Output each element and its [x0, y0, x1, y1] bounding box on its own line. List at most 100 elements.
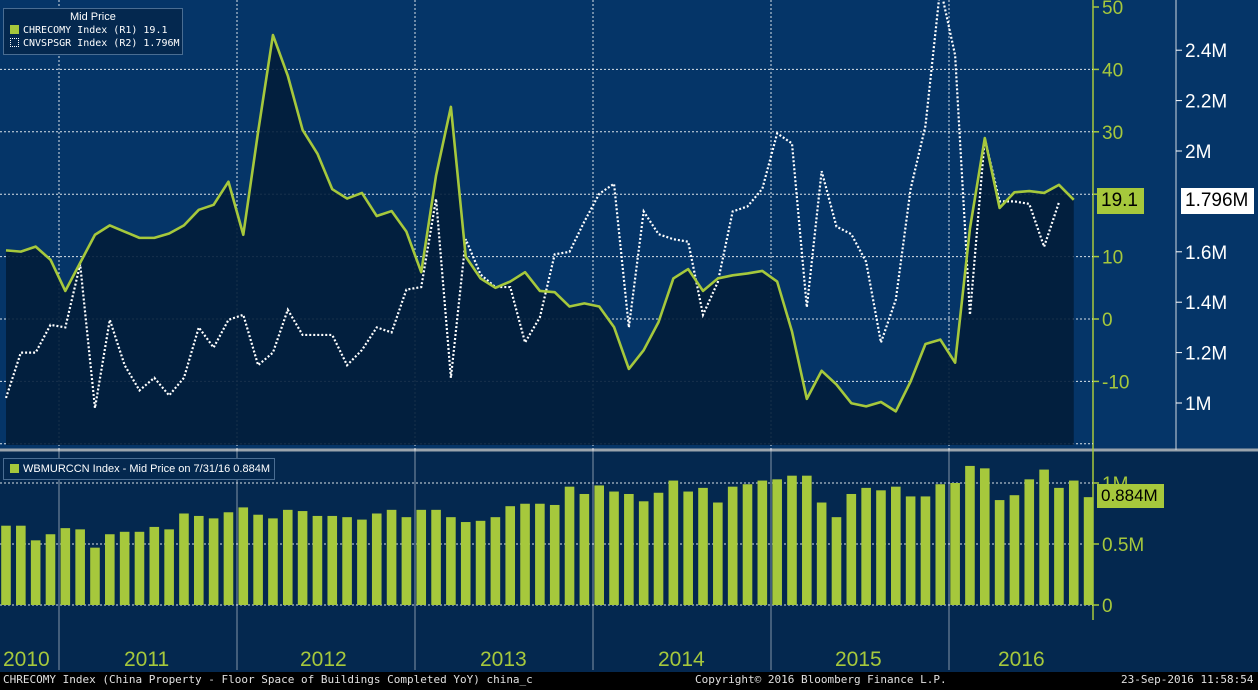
- volume-bar: [268, 518, 278, 605]
- volume-bar: [816, 502, 827, 605]
- r1-area: [6, 35, 1074, 445]
- x-axis-label: 2012: [300, 648, 347, 671]
- volume-bar: [490, 517, 501, 605]
- green-square-icon: [10, 25, 19, 34]
- volume-bar: [802, 475, 812, 605]
- footer-copyright: Copyright© 2016 Bloomberg Finance L.P.: [695, 673, 947, 686]
- volume-bar: [787, 475, 797, 605]
- volume-bar: [861, 487, 871, 605]
- volume-bar: [90, 547, 100, 605]
- r2-tick-label: 1.4M: [1185, 293, 1227, 314]
- volume-bar: [75, 529, 85, 605]
- volume-bar: [105, 534, 115, 605]
- volume-bar: [1083, 497, 1094, 605]
- x-axis-label: 2016: [998, 648, 1045, 671]
- r2-axis-ticks: 1M 1.2M 1.4M 1.6M 2M 2.2M 2.4M: [1176, 41, 1227, 415]
- volume-bar: [149, 526, 160, 605]
- r2-tick-label: 2.2M: [1185, 92, 1227, 113]
- volume-bar: [238, 507, 249, 605]
- volume-bar: [386, 509, 397, 605]
- volume-bar: [1054, 487, 1064, 605]
- r1-axis-ticks: -10 0 10 30 40 50: [1093, 0, 1129, 393]
- volume-bar: [979, 468, 990, 605]
- volume-bar: [193, 515, 204, 605]
- volume-bar: [30, 540, 41, 605]
- volume-bar: [446, 517, 456, 605]
- volume-bar: [624, 493, 634, 605]
- legend-top[interactable]: Mid Price CHRECOMY Index (R1) 19.1 CNVSP…: [3, 8, 183, 55]
- volume-bar: [920, 496, 931, 605]
- r1-area-fill: [6, 35, 1074, 445]
- legend-entry-chrecomy[interactable]: CHRECOMY Index (R1) 19.1: [10, 25, 168, 36]
- volume-bar: [223, 512, 234, 605]
- r1-last-value-tag: 19.1: [1097, 188, 1144, 214]
- volume-bar: [342, 517, 352, 605]
- legend-label-chrecomy: CHRECOMY Index (R1) 19.1: [23, 25, 168, 36]
- volume-bar: [1009, 495, 1020, 605]
- volume-bars: [1, 465, 1094, 605]
- volume-bar: [638, 501, 649, 605]
- footer-timestamp: 23-Sep-2016 11:58:54: [1121, 673, 1254, 686]
- volume-bar: [876, 490, 886, 605]
- volume-bar: [179, 513, 189, 605]
- volume-bar: [683, 491, 693, 605]
- volume-bar: [965, 465, 975, 605]
- volume-bar: [549, 504, 560, 605]
- volume-bar: [713, 502, 723, 605]
- volume-bar: [460, 522, 471, 605]
- volume-bar: [1024, 479, 1035, 605]
- green-square-icon: [10, 464, 19, 473]
- volume-bar: [1068, 480, 1079, 605]
- volume-bar: [282, 509, 293, 605]
- r2-tick-label: 1.6M: [1185, 243, 1227, 264]
- r1-tick-label: 40: [1102, 60, 1123, 81]
- r2-tick-label: 2.4M: [1185, 41, 1227, 62]
- volume-bar: [757, 480, 768, 605]
- x-axis-label: 2010: [3, 648, 50, 671]
- volume-bar: [1039, 469, 1049, 605]
- volume-bar: [905, 496, 916, 605]
- volume-bar: [535, 503, 545, 605]
- legend-bottom[interactable]: WBMURCCN Index - Mid Price on 7/31/16 0.…: [3, 458, 275, 480]
- volume-bar: [891, 486, 901, 605]
- footer-background: [0, 672, 1258, 690]
- volume-bar: [564, 486, 575, 605]
- volume-last-value-tag: 0.884M: [1097, 484, 1164, 508]
- volume-tick-label: 0: [1102, 596, 1113, 617]
- chrecomy-line: [5, 33, 1075, 413]
- x-axis-label: 2011: [124, 648, 169, 671]
- dotted-square-icon: [10, 38, 19, 47]
- volume-bar: [327, 515, 338, 605]
- cnvspsgr-line: [4, 0, 1060, 409]
- volume-bar: [45, 534, 56, 605]
- legend-entry-cnvspsgr[interactable]: CNVSPSGR Index (R2) 1.796M: [10, 38, 180, 49]
- volume-bar: [668, 480, 679, 605]
- volume-bar: [594, 485, 604, 605]
- volume-bar: [253, 514, 263, 605]
- legend-label-wbmurccn: WBMURCCN Index - Mid Price on 7/31/16 0.…: [23, 463, 270, 475]
- r1-tick-label: 10: [1102, 248, 1123, 269]
- r1-tick-label: 50: [1102, 0, 1123, 19]
- x-axis-label: 2014: [658, 648, 705, 671]
- r2-tick-label: 1M: [1185, 394, 1211, 415]
- volume-bar: [1, 525, 11, 605]
- volume-bar: [431, 509, 441, 605]
- time-axis-background: [0, 620, 1258, 672]
- volume-bar: [727, 486, 738, 605]
- volume-bar: [831, 517, 842, 605]
- volume-bar: [208, 518, 219, 605]
- volume-bar: [119, 531, 130, 605]
- r2-tick-label: 2M: [1185, 142, 1211, 163]
- volume-bar: [357, 519, 367, 605]
- volume-bar: [935, 484, 946, 605]
- r1-tick-label: 0: [1102, 310, 1113, 331]
- r2-tick-label: 1.2M: [1185, 344, 1227, 365]
- volume-bar: [609, 491, 619, 605]
- volume-bar: [846, 493, 857, 605]
- volume-bar: [401, 517, 412, 605]
- volume-bar: [520, 503, 530, 605]
- volume-bar: [653, 492, 664, 605]
- volume-bar: [16, 525, 26, 605]
